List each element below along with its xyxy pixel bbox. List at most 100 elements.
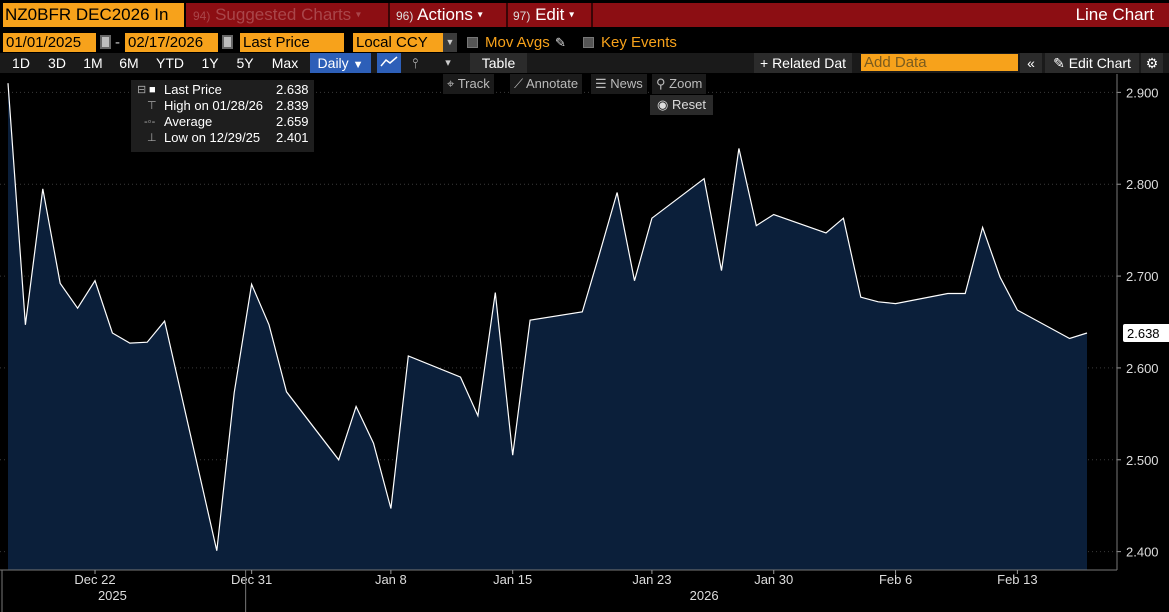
- annotate-tool[interactable]: ⟋ Annotate: [510, 74, 583, 94]
- y-tick-label: 2.900: [1126, 85, 1159, 100]
- key-events-checkbox[interactable]: [583, 37, 594, 48]
- pencil-icon[interactable]: ✎: [555, 35, 566, 50]
- mov-avgs-checkbox[interactable]: [467, 37, 478, 48]
- period-1y[interactable]: 1Y: [201, 55, 219, 71]
- related-data-button[interactable]: + Related Dat: [754, 53, 852, 73]
- edit-menu[interactable]: 97) Edit ▾: [513, 3, 574, 27]
- news-label: News: [610, 76, 643, 91]
- chart-legend: ⊟ ■ Last Price 2.638 ⊤ High on 01/28/26 …: [131, 80, 314, 152]
- table-button[interactable]: Table: [470, 53, 527, 73]
- chevron-down-icon[interactable]: ▾: [445, 57, 451, 69]
- low-marker-icon: ⊥: [147, 132, 157, 144]
- price-chart[interactable]: 2.400 2.500 2.600 2.700 2.800 2.900 2.638 Dec 2…: [0, 74, 1169, 612]
- high-marker-icon: ⊤: [147, 100, 157, 112]
- x-tick-label: Feb 6: [879, 572, 912, 587]
- divider: [506, 3, 508, 27]
- calendar-icon[interactable]: [222, 35, 233, 49]
- chart-type-title: Line Chart: [1075, 5, 1154, 24]
- magnifier-icon: ⚲: [656, 76, 666, 91]
- currency-select[interactable]: Local CCY: [353, 33, 443, 52]
- y-tick-label: 2.800: [1126, 177, 1159, 192]
- track-label: Track: [457, 76, 490, 91]
- gear-icon[interactable]: ⚙: [1141, 53, 1163, 73]
- edit-chart-label: Edit Chart: [1068, 55, 1131, 71]
- frequency-label: Daily: [317, 55, 349, 71]
- divider: [388, 3, 390, 27]
- year-label: 2025: [98, 588, 127, 603]
- last-value-label: 2.638: [1127, 326, 1160, 341]
- mov-avgs-label: Mov Avgs: [485, 34, 550, 51]
- collapse-icon: ⊟: [137, 84, 147, 96]
- legend-high-label: High on 01/28/26: [164, 98, 264, 113]
- y-tick-label: 2.600: [1126, 361, 1159, 376]
- edit-chart-button[interactable]: ✎ Edit Chart: [1045, 53, 1139, 73]
- key-events-label: Key Events: [601, 34, 677, 51]
- actions-number: 96): [396, 9, 414, 23]
- frequency-select[interactable]: Daily ▼: [310, 53, 371, 73]
- zoom-label: Zoom: [669, 76, 703, 91]
- x-tick-label: Jan 15: [493, 572, 532, 587]
- y-tick-label: 2.500: [1126, 453, 1159, 468]
- end-date-field[interactable]: 02/17/2026: [125, 33, 218, 52]
- header-bar: [186, 3, 1169, 27]
- legend-average: -◦- Average 2.659: [131, 114, 314, 130]
- legend-high-value: 2.839: [276, 98, 309, 113]
- period-6m[interactable]: 6M: [119, 55, 139, 71]
- legend-low: ⊥ Low on 12/29/25 2.401: [131, 130, 314, 146]
- legend-last-label: Last Price: [164, 82, 222, 97]
- bar-style-icon[interactable]: ⫯: [411, 55, 419, 71]
- last-value-badge: [1123, 324, 1169, 343]
- zoom-tool[interactable]: ⚲ Zoom: [652, 74, 707, 94]
- x-tick-label: Jan 8: [375, 572, 407, 587]
- add-data-input[interactable]: Add Data: [861, 54, 1018, 71]
- legend-last-value: 2.638: [276, 82, 309, 97]
- year-label: 2026: [690, 588, 719, 603]
- actions-label: Actions: [417, 5, 473, 24]
- series-line: [7, 83, 1088, 551]
- chevron-down-icon: ▾: [569, 9, 575, 21]
- news-icon: ☰: [595, 76, 607, 91]
- field-select[interactable]: Last Price: [240, 33, 344, 52]
- legend-last-price: ⊟ ■ Last Price 2.638: [131, 82, 314, 98]
- period-3d[interactable]: 3D: [48, 55, 66, 71]
- chevron-down-icon: ▼: [352, 59, 364, 71]
- edit-number: 97): [513, 9, 531, 23]
- chevron-down-icon: ▾: [477, 9, 483, 21]
- period-1d[interactable]: 1D: [12, 55, 30, 71]
- line-chart-icon[interactable]: [377, 53, 401, 73]
- reset-label: Reset: [672, 97, 706, 112]
- period-1m[interactable]: 1M: [83, 55, 103, 71]
- annotate-icon: ⟋: [514, 76, 524, 91]
- x-tick-label: Jan 23: [632, 572, 671, 587]
- crosshair-icon: ⌖: [447, 76, 455, 91]
- period-5y[interactable]: 5Y: [236, 55, 254, 71]
- reset-icon: ◉: [657, 97, 669, 112]
- reset-button[interactable]: ◉ Reset: [650, 95, 713, 115]
- chevron-down-icon[interactable]: ▼: [443, 33, 457, 52]
- legend-average-label: Average: [164, 114, 213, 129]
- legend-high: ⊤ High on 01/28/26 2.839: [131, 98, 314, 114]
- legend-low-label: Low on 12/29/25: [164, 130, 261, 145]
- x-tick-label: Feb 13: [997, 572, 1037, 587]
- period-max[interactable]: Max: [271, 55, 299, 71]
- suggested-charts-label: Suggested Charts: [215, 5, 352, 24]
- chevron-down-icon: ▾: [355, 9, 361, 21]
- suggested-charts-menu[interactable]: 94) Suggested Charts ▾: [193, 3, 361, 27]
- average-marker-icon: -◦-: [144, 116, 156, 128]
- calendar-icon[interactable]: [100, 35, 111, 49]
- security-field[interactable]: NZ0BFR DEC2026 In: [3, 3, 184, 27]
- x-tick-label: Jan 30: [754, 572, 793, 587]
- news-tool[interactable]: ☰ News: [591, 74, 647, 94]
- series-swatch-icon: ■: [149, 84, 156, 96]
- y-tick-label: 2.400: [1126, 545, 1159, 560]
- x-axis-band: [0, 570, 1169, 612]
- divider: [591, 3, 593, 27]
- legend-average-value: 2.659: [276, 114, 309, 129]
- start-date-field[interactable]: 01/01/2025: [3, 33, 96, 52]
- track-tool[interactable]: ⌖ Track: [443, 74, 494, 94]
- period-ytd[interactable]: YTD: [156, 55, 184, 71]
- collapse-icon[interactable]: «: [1020, 53, 1042, 73]
- series-area: [8, 83, 1087, 570]
- actions-menu[interactable]: 96) Actions ▾: [396, 3, 483, 27]
- suggested-charts-number: 94): [193, 9, 211, 23]
